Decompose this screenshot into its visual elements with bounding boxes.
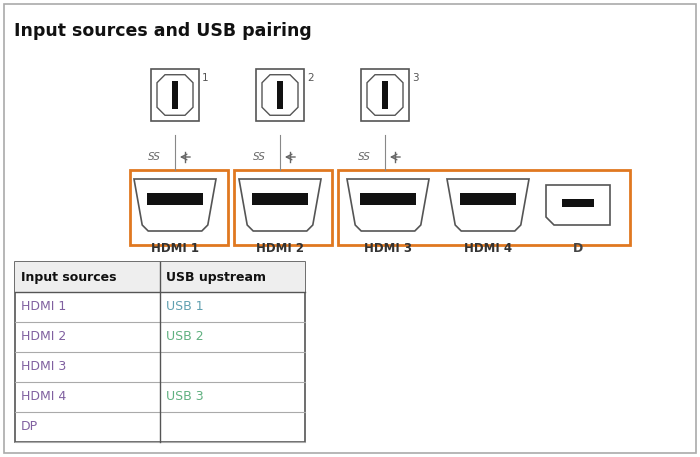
- Polygon shape: [157, 75, 193, 115]
- Bar: [151, 69, 199, 121]
- Text: HDMI 2: HDMI 2: [256, 242, 304, 255]
- Text: USB 2: USB 2: [166, 330, 204, 344]
- Polygon shape: [447, 179, 529, 231]
- Text: USB upstream: USB upstream: [166, 271, 266, 283]
- Text: HDMI 4: HDMI 4: [21, 390, 66, 404]
- Bar: [277, 81, 283, 109]
- Bar: [338, 170, 630, 245]
- Bar: [147, 193, 203, 205]
- Text: 3: 3: [412, 73, 419, 83]
- Polygon shape: [546, 185, 610, 225]
- Text: DP: DP: [21, 420, 38, 434]
- Text: USB 3: USB 3: [166, 390, 204, 404]
- Text: SS: SS: [148, 152, 161, 162]
- Polygon shape: [134, 179, 216, 231]
- Text: D: D: [573, 242, 583, 255]
- Bar: [130, 170, 228, 245]
- Text: 2: 2: [307, 73, 314, 83]
- Bar: [234, 170, 332, 245]
- Text: Input sources: Input sources: [21, 271, 116, 283]
- Bar: [460, 193, 516, 205]
- Bar: [172, 81, 178, 109]
- Bar: [360, 193, 416, 205]
- Bar: [382, 81, 388, 109]
- Text: HDMI 1: HDMI 1: [21, 301, 66, 314]
- Polygon shape: [262, 75, 298, 115]
- Text: HDMI 1: HDMI 1: [151, 242, 199, 255]
- Polygon shape: [347, 179, 429, 231]
- Text: 1: 1: [202, 73, 209, 83]
- Text: USB 1: USB 1: [166, 301, 204, 314]
- Polygon shape: [367, 75, 403, 115]
- Bar: [361, 69, 409, 121]
- Text: SS: SS: [253, 152, 266, 162]
- Text: HDMI 2: HDMI 2: [21, 330, 66, 344]
- Text: HDMI 3: HDMI 3: [364, 242, 412, 255]
- Bar: [252, 193, 308, 205]
- Bar: [15, 262, 305, 442]
- Text: SS: SS: [358, 152, 371, 162]
- Polygon shape: [239, 179, 321, 231]
- Bar: [562, 199, 594, 207]
- Text: Input sources and USB pairing: Input sources and USB pairing: [14, 22, 312, 40]
- Text: HDMI 3: HDMI 3: [21, 361, 66, 373]
- Bar: [256, 69, 304, 121]
- Text: HDMI 4: HDMI 4: [464, 242, 512, 255]
- Bar: [15, 262, 305, 292]
